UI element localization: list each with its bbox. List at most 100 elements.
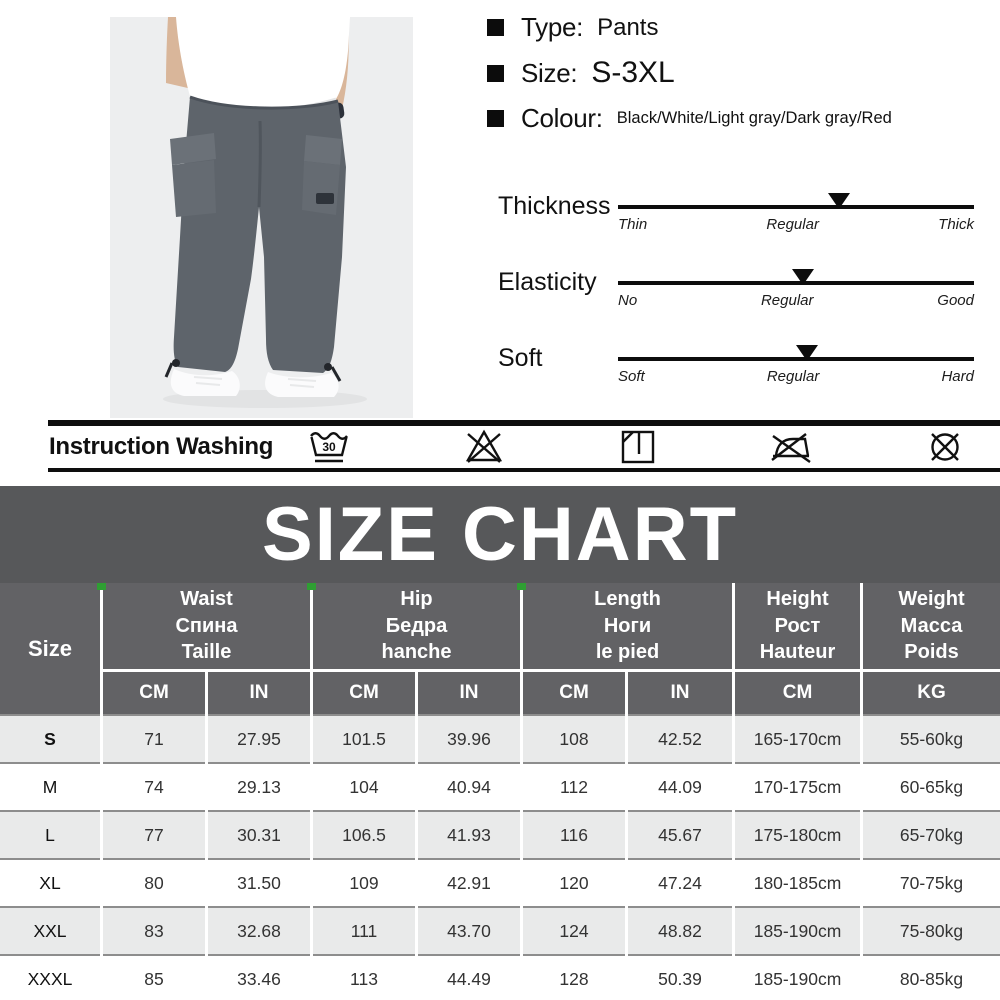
cell-XXL-hip_cm: 111 [313,906,415,954]
spec-label: Colour: [521,103,603,133]
green-tick-icon [97,583,106,590]
cell-XXXL-height: 185-190cm [735,954,860,1000]
do-not-bleach-icon [465,429,502,463]
cell-M-hip_in: 40.94 [418,762,520,810]
slider-track [618,205,974,209]
bullet-square-icon [487,64,504,82]
unit-hip-cm: CM [313,672,415,714]
cell-XXL-length_in: 48.82 [628,906,732,954]
cell-L-length_in: 45.67 [628,810,732,858]
cell-XL-length_cm: 120 [523,858,625,906]
slider-label: Elasticity [498,268,597,296]
washing-instructions: Instruction Washing 30 [0,420,1000,476]
size-chart-banner: SIZE CHART [0,486,1000,583]
washing-icons: 30 [305,425,968,467]
slider-soft: Soft Soft Regular Hard [498,344,976,420]
cell-M-waist_cm: 74 [103,762,205,810]
cell-XXL-waist_in: 32.68 [208,906,310,954]
do-not-iron-icon [771,433,811,463]
tick-right: Hard [941,368,974,385]
cell-M-weight: 60-65kg [863,762,1000,810]
cell-XXXL-hip_cm: 113 [313,954,415,1000]
cell-S-waist_in: 27.95 [208,714,310,762]
slider-label: Thickness [498,192,611,220]
unit-length-cm: CM [523,672,625,714]
spec-value: Black/White/Light gray/Dark gray/Red [616,109,892,127]
cell-S-hip_in: 39.96 [418,714,520,762]
divider [48,420,1000,426]
tick-center: Regular [760,292,814,309]
slider-elasticity: Elasticity No Regular Good [498,268,976,344]
cell-S-hip_cm: 101.5 [313,714,415,762]
green-tick-icon [517,583,526,590]
unit-hip-in: IN [418,672,520,714]
cell-L-weight: 65-70kg [863,810,1000,858]
cell-L-waist_cm: 77 [103,810,205,858]
spec-value: S-3XL [591,56,675,89]
cell-XL-height: 180-185cm [735,858,860,906]
unit-weight-kg: KG [863,672,1000,714]
cell-M-hip_cm: 104 [313,762,415,810]
attribute-sliders: Thickness Thin Regular Thick Elasticity No Reg… [498,192,976,420]
divider [48,468,1000,472]
col-height: Height Рост Hauteur [735,583,860,669]
product-specs: Type: Pants Size: S-3XL Colour: Black/White/L… [487,12,992,147]
col-hip: Hip Бедра hanche [313,583,520,669]
washing-label: Instruction Washing [49,433,274,460]
cell-XXL-length_cm: 124 [523,906,625,954]
size-label-S: S [0,714,100,762]
cell-XXL-hip_in: 43.70 [418,906,520,954]
cell-S-weight: 55-60kg [863,714,1000,762]
tick-right: Good [937,292,974,309]
model-wearing-pants-illustration [110,17,413,418]
bullet-square-icon [487,110,504,127]
svg-text:30: 30 [322,440,336,454]
cell-L-hip_in: 41.93 [418,810,520,858]
col-size: Size [0,583,100,714]
cell-S-length_in: 42.52 [628,714,732,762]
cell-XXXL-length_cm: 128 [523,954,625,1000]
cell-XXL-weight: 75-80kg [863,906,1000,954]
cell-L-hip_cm: 106.5 [313,810,415,858]
slider-marker-triangle-icon [795,345,818,361]
cell-XXXL-waist_cm: 85 [103,954,205,1000]
cell-L-height: 175-180cm [735,810,860,858]
size-label-L: L [0,810,100,858]
cell-L-waist_in: 30.31 [208,810,310,858]
cell-XXL-height: 185-190cm [735,906,860,954]
drip-dry-icon [621,430,654,464]
spec-value: Pants [597,13,659,41]
tick-left: No [618,292,638,309]
cell-XL-weight: 70-75kg [863,858,1000,906]
cell-XXXL-weight: 80-85kg [863,954,1000,1000]
col-length: Length Ноги le pied [523,583,732,669]
size-label-XXXL: XXXL [0,954,100,1000]
cell-XL-length_in: 47.24 [628,858,732,906]
size-table-body: S 71 27.95 101.5 39.96 108 42.52 165-170cm 55-60… [0,714,1000,1000]
cell-XL-hip_in: 42.91 [418,858,520,906]
slider-marker-triangle-icon [792,269,815,285]
cell-S-length_cm: 108 [523,714,625,762]
cell-L-length_cm: 116 [523,810,625,858]
col-weight: Weight Масса Poids [863,583,1000,669]
product-photo [110,17,413,418]
size-label-M: M [0,762,100,810]
unit-waist-cm: CM [103,672,205,714]
cell-M-height: 170-175cm [735,762,860,810]
tick-center: Regular [766,368,820,385]
do-not-dry-clean-icon [931,433,959,461]
cell-XXXL-hip_in: 44.49 [418,954,520,1000]
size-chart-title: SIZE CHART [262,491,738,577]
slider-thickness: Thickness Thin Regular Thick [498,192,976,268]
slider-marker-triangle-icon [827,193,850,209]
cell-S-waist_cm: 71 [103,714,205,762]
spec-row-size: Size: S-3XL [487,56,992,90]
cell-M-length_in: 44.09 [628,762,732,810]
cell-XL-hip_cm: 109 [313,858,415,906]
cell-S-height: 165-170cm [735,714,860,762]
bullet-square-icon [487,19,504,36]
size-table-header: Size Waist Спина Taille Hip Бедра hanche… [0,583,1000,714]
size-label-XXL: XXL [0,906,100,954]
tick-center: Regular [766,216,819,233]
